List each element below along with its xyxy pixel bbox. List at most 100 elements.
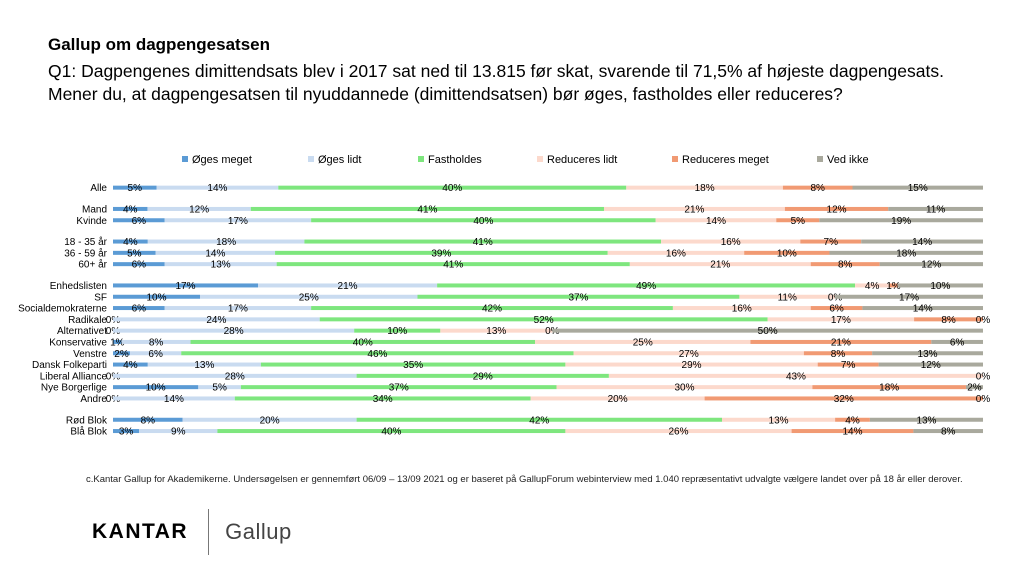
bar-segment bbox=[791, 429, 914, 434]
bar-segment bbox=[812, 385, 966, 390]
data-label: 13% bbox=[916, 415, 936, 426]
bar-segment bbox=[750, 339, 932, 344]
data-label: 35% bbox=[403, 360, 423, 371]
row-label: Nye Borgerlige bbox=[41, 383, 108, 394]
bar-segment bbox=[810, 262, 880, 267]
data-label: 8% bbox=[941, 427, 956, 438]
bar-segment bbox=[113, 283, 258, 288]
data-label: 17% bbox=[899, 292, 919, 303]
bar-segment bbox=[275, 250, 608, 255]
bar-segment bbox=[535, 339, 751, 344]
row-label: Venstre bbox=[73, 349, 107, 360]
bar-segment bbox=[810, 306, 863, 311]
bar-segment bbox=[440, 328, 553, 333]
data-label: 40% bbox=[353, 337, 373, 348]
bar-segment bbox=[819, 218, 983, 223]
bar-segment bbox=[113, 206, 148, 211]
bar-segment bbox=[147, 239, 305, 244]
bar-segment bbox=[113, 218, 165, 223]
bar-segment bbox=[852, 185, 983, 190]
bar-segment bbox=[198, 385, 241, 390]
data-label: 12% bbox=[827, 204, 847, 215]
data-label: 29% bbox=[682, 360, 702, 371]
legend-label: Øges lidt bbox=[318, 154, 361, 166]
data-label: 12% bbox=[921, 260, 941, 271]
data-label: 39% bbox=[431, 248, 451, 259]
bar-segment bbox=[319, 317, 768, 322]
bar-segment bbox=[913, 429, 983, 434]
bar-segment bbox=[835, 294, 983, 299]
data-label: 1% bbox=[110, 337, 125, 348]
data-label: 26% bbox=[668, 427, 688, 438]
bar-segment bbox=[835, 417, 870, 422]
data-label: 20% bbox=[608, 394, 628, 405]
bar-segment bbox=[113, 429, 140, 434]
bar-segment bbox=[897, 283, 983, 288]
bar-segment bbox=[607, 250, 745, 255]
data-label: 0% bbox=[976, 315, 991, 326]
data-label: 37% bbox=[568, 292, 588, 303]
data-label: 17% bbox=[228, 304, 248, 315]
bar-segment bbox=[113, 417, 183, 422]
bar-segment bbox=[113, 262, 165, 267]
bar-segment bbox=[113, 306, 165, 311]
row-label: Kvinde bbox=[76, 216, 107, 227]
bar-segment bbox=[113, 294, 200, 299]
data-label: 13% bbox=[486, 326, 506, 337]
bar-segment bbox=[879, 262, 983, 267]
data-label: 42% bbox=[482, 304, 502, 315]
bar-segment bbox=[240, 385, 557, 390]
data-label: 21% bbox=[710, 260, 730, 271]
bar-segment bbox=[869, 417, 983, 422]
data-label: 6% bbox=[132, 260, 147, 271]
bar-segment bbox=[965, 385, 983, 390]
bar-segment bbox=[147, 206, 251, 211]
data-label: 12% bbox=[921, 360, 941, 371]
bar-segment bbox=[744, 250, 830, 255]
bar-segment bbox=[767, 317, 915, 322]
bar-segment bbox=[155, 250, 276, 255]
bar-segment bbox=[872, 351, 983, 356]
legend-label: Fastholdes bbox=[428, 154, 482, 166]
data-label: 10% bbox=[146, 292, 166, 303]
bar-segment bbox=[862, 306, 983, 311]
legend-swatch bbox=[537, 156, 543, 162]
bar-segment bbox=[164, 218, 312, 223]
bar-segment bbox=[889, 283, 898, 288]
data-label: 8% bbox=[810, 183, 825, 194]
legend-swatch bbox=[817, 156, 823, 162]
data-label: 20% bbox=[260, 415, 280, 426]
bar-segment bbox=[573, 351, 804, 356]
data-label: 7% bbox=[824, 237, 839, 248]
bar-segment bbox=[200, 294, 418, 299]
data-label: 4% bbox=[845, 415, 860, 426]
bar-segment bbox=[121, 339, 191, 344]
data-label: 18% bbox=[896, 248, 916, 259]
bar-segment bbox=[417, 294, 740, 299]
data-label: 14% bbox=[913, 304, 933, 315]
bar-segment bbox=[782, 185, 853, 190]
data-label: 27% bbox=[679, 349, 699, 360]
bar-segment bbox=[217, 429, 566, 434]
data-label: 42% bbox=[529, 415, 549, 426]
bar-segment bbox=[260, 362, 566, 367]
bar-segment bbox=[113, 362, 148, 367]
data-label: 28% bbox=[224, 326, 244, 337]
data-label: 6% bbox=[829, 304, 844, 315]
bar-segment bbox=[704, 396, 983, 401]
bar-segment bbox=[139, 429, 218, 434]
data-label: 7% bbox=[841, 360, 856, 371]
data-label: 10% bbox=[777, 248, 797, 259]
bar-segment bbox=[914, 317, 983, 322]
bar-segment bbox=[190, 339, 536, 344]
bar-segment bbox=[278, 185, 627, 190]
bar-segment bbox=[113, 317, 320, 322]
data-label: 4% bbox=[865, 281, 880, 292]
data-label: 8% bbox=[838, 260, 853, 271]
data-label: 28% bbox=[225, 371, 245, 382]
bar-segment bbox=[672, 306, 811, 311]
data-label: 10% bbox=[387, 326, 407, 337]
data-label: 8% bbox=[149, 337, 164, 348]
row-label: 60+ år bbox=[78, 259, 107, 271]
bar-segment bbox=[164, 262, 277, 267]
